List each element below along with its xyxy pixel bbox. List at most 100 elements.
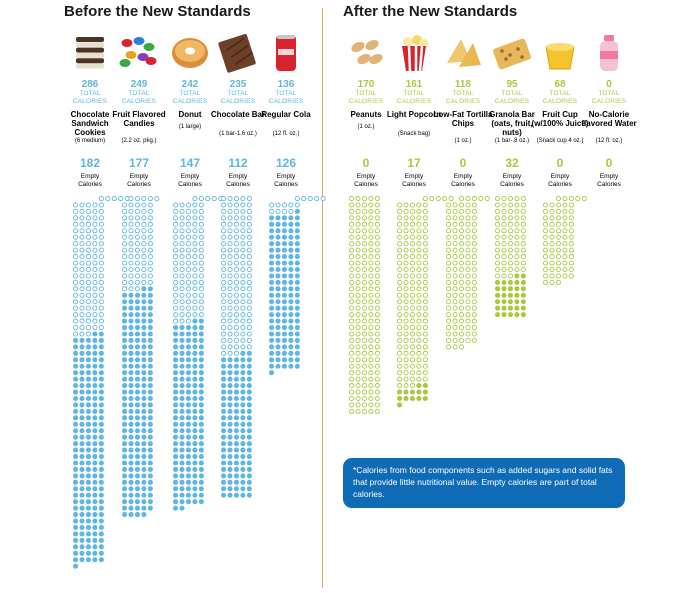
calorie-dot bbox=[368, 357, 374, 363]
calorie-dot bbox=[73, 299, 79, 305]
calorie-dot bbox=[79, 305, 85, 311]
calorie-dot bbox=[179, 241, 185, 247]
empty-calorie-dot bbox=[227, 473, 233, 479]
empty-calorie-dot bbox=[294, 350, 300, 356]
empty-calorie-dot bbox=[192, 408, 198, 414]
calorie-dot bbox=[185, 292, 191, 298]
calorie-dot bbox=[452, 337, 458, 344]
calorie-dot bbox=[396, 312, 403, 318]
calorie-dot bbox=[501, 208, 507, 214]
empty-calories-value: 0 bbox=[362, 156, 370, 170]
calorie-dot bbox=[403, 279, 409, 285]
food-name: Light Popcorn bbox=[386, 110, 442, 119]
calorie-dot bbox=[403, 363, 409, 369]
calorie-dot bbox=[458, 208, 465, 214]
empty-calorie-dot bbox=[192, 460, 198, 466]
calorie-dot bbox=[445, 228, 452, 234]
calorie-dot bbox=[348, 266, 355, 273]
calorie-dot bbox=[92, 221, 98, 227]
calorie-dot bbox=[458, 260, 465, 266]
calorie-dot bbox=[220, 337, 227, 344]
empty-calorie-dot bbox=[288, 247, 294, 253]
empty-calorie-dot bbox=[147, 389, 153, 395]
calorie-dot bbox=[374, 228, 380, 234]
calorie-dot bbox=[368, 260, 374, 266]
calorie-dot bbox=[403, 247, 409, 253]
empty-calorie-dot bbox=[92, 415, 98, 421]
calorie-dot bbox=[403, 286, 409, 292]
empty-calorie-dot bbox=[79, 531, 85, 537]
calorie-dot bbox=[240, 331, 246, 337]
calorie-dot bbox=[240, 221, 246, 227]
empty-calorie-dot bbox=[141, 344, 147, 350]
empty-calorie-dot bbox=[73, 557, 79, 563]
calorie-dot bbox=[543, 241, 549, 247]
empty-calorie-dot bbox=[98, 499, 104, 505]
calorie-dot bbox=[543, 254, 549, 260]
empty-calorie-dot bbox=[73, 395, 79, 402]
empty-calorie-dot bbox=[141, 415, 147, 421]
calorie-dot bbox=[494, 266, 501, 273]
empty-label-line1: Empty bbox=[599, 173, 619, 180]
calorie-dot bbox=[179, 215, 185, 221]
empty-calorie-dot bbox=[79, 434, 85, 440]
empty-calorie-dot bbox=[79, 537, 85, 543]
calorie-dot bbox=[122, 254, 128, 260]
calorie-dot bbox=[416, 363, 422, 369]
empty-calorie-dot bbox=[141, 434, 147, 440]
empty-calorie-dot bbox=[240, 434, 246, 440]
calorie-dot bbox=[494, 215, 501, 221]
calorie-dot bbox=[220, 350, 227, 356]
empty-calorie-dot bbox=[85, 524, 91, 531]
empty-calorie-dot bbox=[192, 447, 198, 453]
empty-label-line1: Empty bbox=[453, 173, 473, 180]
empty-calorie-dot bbox=[73, 537, 79, 543]
calorie-dot bbox=[465, 337, 471, 344]
empty-calorie-dot bbox=[92, 486, 98, 492]
calorie-dot bbox=[501, 266, 507, 273]
calorie-dot bbox=[355, 408, 361, 414]
calorie-dot bbox=[122, 260, 128, 266]
empty-calorie-dot bbox=[79, 473, 85, 479]
calorie-dot bbox=[85, 292, 91, 298]
empty-calorie-dot bbox=[173, 389, 179, 395]
empty-calorie-dot bbox=[246, 383, 252, 389]
calorie-dot bbox=[141, 208, 147, 214]
empty-calorie-dot bbox=[227, 441, 233, 447]
calorie-dot bbox=[514, 221, 520, 227]
calorie-dot bbox=[281, 202, 288, 208]
empty-calorie-dot bbox=[128, 479, 134, 485]
calorie-dot bbox=[549, 279, 555, 285]
empty-calorie-dot bbox=[198, 318, 204, 324]
calorie-dot bbox=[355, 292, 361, 298]
empty-calorie-dot bbox=[179, 460, 185, 466]
empty-calorie-dot bbox=[240, 415, 246, 421]
calorie-dot bbox=[452, 266, 458, 273]
calorie-dot bbox=[141, 279, 147, 285]
calorie-dot bbox=[220, 286, 227, 292]
calorie-dot bbox=[92, 266, 98, 273]
empty-calorie-dot bbox=[128, 402, 134, 408]
empty-calorie-dot bbox=[73, 544, 79, 550]
calorie-dot bbox=[73, 247, 79, 253]
calorie-dot bbox=[409, 247, 416, 253]
calorie-dot bbox=[403, 266, 409, 273]
empty-calorie-dot bbox=[79, 524, 85, 531]
empty-calorie-dot bbox=[92, 370, 98, 376]
empty-calorie-dot bbox=[79, 466, 85, 473]
empty-calorie-dot bbox=[147, 466, 153, 473]
empty-calorie-dot bbox=[179, 486, 185, 492]
calorie-dot bbox=[403, 318, 409, 324]
calorie-dot bbox=[396, 260, 403, 266]
empty-calorie-dot bbox=[514, 286, 520, 292]
calorie-dot bbox=[409, 215, 416, 221]
empty-calorie-dot bbox=[198, 415, 204, 421]
calorie-dot bbox=[179, 299, 185, 305]
calorie-dot bbox=[220, 208, 227, 214]
calorie-dot bbox=[458, 228, 465, 234]
calorie-dot bbox=[172, 228, 179, 234]
empty-calorie-dot bbox=[128, 492, 134, 498]
calorie-dot bbox=[233, 241, 239, 247]
calorie-dot bbox=[192, 215, 198, 221]
calorie-dot bbox=[471, 247, 477, 253]
